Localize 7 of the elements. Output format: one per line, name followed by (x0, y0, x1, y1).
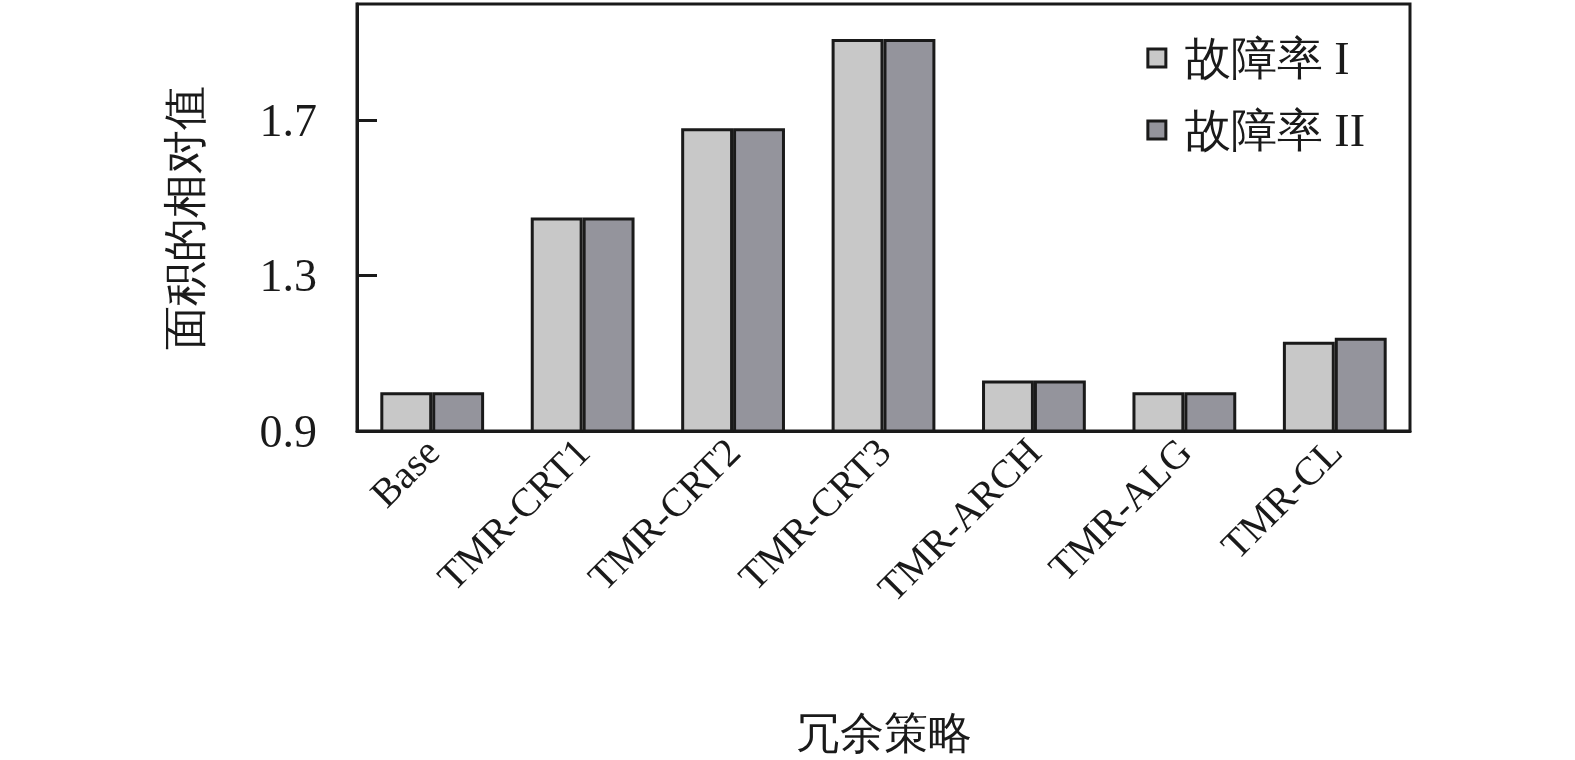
legend-label: 故障率 I (1184, 32, 1350, 84)
y-tick-label: 1.7 (259, 94, 317, 146)
y-axis-title: 面积的相对值 (160, 85, 210, 350)
legend-label: 故障率 II (1184, 104, 1365, 156)
y-tick-label: 0.9 (259, 405, 317, 457)
x-axis-title: 冗余策略 (795, 708, 972, 758)
y-tick-label: 1.3 (259, 250, 317, 302)
